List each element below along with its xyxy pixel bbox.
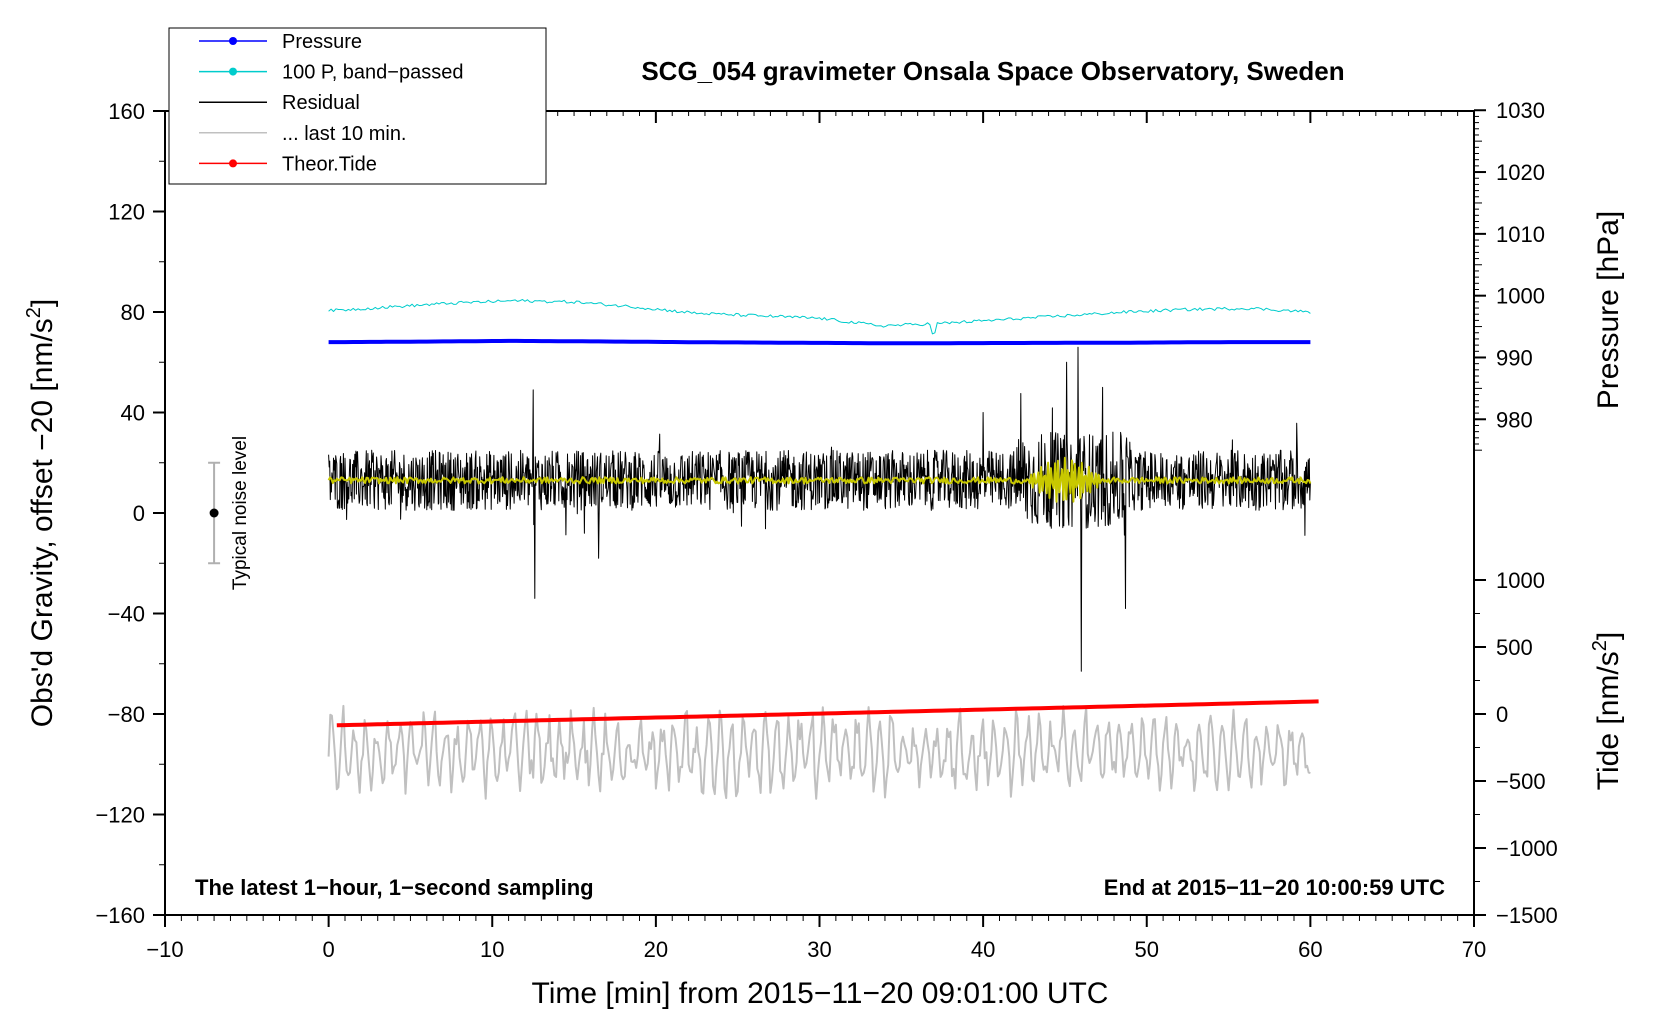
tide-tick-label: 0 <box>1496 702 1508 727</box>
x-tick-label: 50 <box>1135 937 1159 962</box>
series-last-10-min <box>327 704 1311 800</box>
y-tick-label: −80 <box>108 702 145 727</box>
x-tick-label: −10 <box>146 937 183 962</box>
tide-axis-ticks: −1500 −1000 −500 0 500 1000 <box>1474 568 1558 928</box>
series-residual-smoothed <box>327 456 1312 503</box>
noise-point <box>209 508 219 518</box>
legend-label: Theor.Tide <box>282 153 377 175</box>
x-tick-label: 70 <box>1462 937 1486 962</box>
y-tick-label: −160 <box>95 903 145 928</box>
pressure-axis-title: Pressure [hPa] <box>1592 211 1625 409</box>
noise-level-marker: Typical noise level <box>208 436 251 590</box>
noise-label: Typical noise level <box>230 436 251 590</box>
y-axis-title-left-text: Obs'd Gravity, offset −20 [nm/s <box>26 318 59 727</box>
pressure-tick-label: 1010 <box>1496 222 1545 247</box>
legend-label: Residual <box>282 92 360 114</box>
series-residual <box>328 346 1311 672</box>
x-tick-label: 60 <box>1298 937 1322 962</box>
x-tick-label: 40 <box>971 937 995 962</box>
tide-axis-title-tail: ] <box>1592 632 1625 640</box>
y-tick-label: 40 <box>121 401 145 426</box>
pressure-tick-label: 990 <box>1496 345 1533 370</box>
y-tick-label: 80 <box>121 300 145 325</box>
y-tick-label: −120 <box>95 803 145 828</box>
x-tick-label: 30 <box>807 937 831 962</box>
y-axis-title-left-sup: 2 <box>23 307 45 318</box>
x-axis-title: Time [min] from 2015−11−20 09:01:00 UTC <box>532 977 1109 1010</box>
tide-axis-title-text: Tide [nm/s <box>1592 651 1625 790</box>
legend-marker <box>229 67 237 76</box>
y-axis-title-left: Obs'd Gravity, offset −20 [nm/s2] <box>23 299 59 727</box>
chart-title: SCG_054 gravimeter Onsala Space Observat… <box>641 56 1344 86</box>
legend: Pressure 100 P, band−passed Residual ... la… <box>168 27 547 185</box>
series-pressure <box>328 338 1311 346</box>
pressure-tick-label: 980 <box>1496 407 1533 432</box>
series-pressure-bandpassed <box>328 299 1311 335</box>
legend-label: ... last 10 min. <box>282 123 407 145</box>
legend-marker <box>229 159 237 168</box>
y-tick-label: 0 <box>133 501 145 526</box>
y-axis-title-left-tail: ] <box>26 299 59 307</box>
tide-tick-label: −500 <box>1496 769 1546 794</box>
y-tick-label: −40 <box>108 602 145 627</box>
legend-box <box>168 27 547 185</box>
y-tick-label: 120 <box>108 200 145 225</box>
tide-tick-label: −1500 <box>1496 903 1558 928</box>
tide-axis-title: Tide [nm/s2] <box>1589 632 1625 790</box>
x-tick-label: 0 <box>323 937 335 962</box>
x-tick-label: 10 <box>480 937 504 962</box>
pressure-tick-label: 1000 <box>1496 284 1545 309</box>
plot-frame <box>164 110 1475 916</box>
pressure-axis-ticks: 980 990 1000 1010 1020 1030 <box>1474 98 1545 451</box>
sampling-annotation: The latest 1−hour, 1−second sampling <box>195 875 594 900</box>
x-axis-ticks: −10 0 10 20 30 40 50 60 70 <box>146 111 1486 962</box>
legend-label: Pressure <box>282 31 362 53</box>
tide-tick-label: 1000 <box>1496 568 1545 593</box>
x-tick-label: 20 <box>644 937 668 962</box>
y-tick-label: 160 <box>108 99 145 124</box>
pressure-tick-label: 1020 <box>1496 160 1545 185</box>
end-time-annotation: End at 2015−11−20 10:00:59 UTC <box>1104 875 1445 900</box>
y-axis-ticks: −160 −120 −80 −40 0 40 80 120 160 <box>95 99 165 928</box>
tide-tick-label: 500 <box>1496 635 1533 660</box>
legend-label: 100 P, band−passed <box>282 62 463 84</box>
legend-marker <box>229 37 237 45</box>
tide-tick-label: −1000 <box>1496 836 1558 861</box>
tide-axis-title-sup: 2 <box>1589 640 1611 651</box>
pressure-tick-label: 1030 <box>1496 98 1545 123</box>
series-group <box>327 299 1319 800</box>
series-theoretical-tide <box>336 699 1319 728</box>
